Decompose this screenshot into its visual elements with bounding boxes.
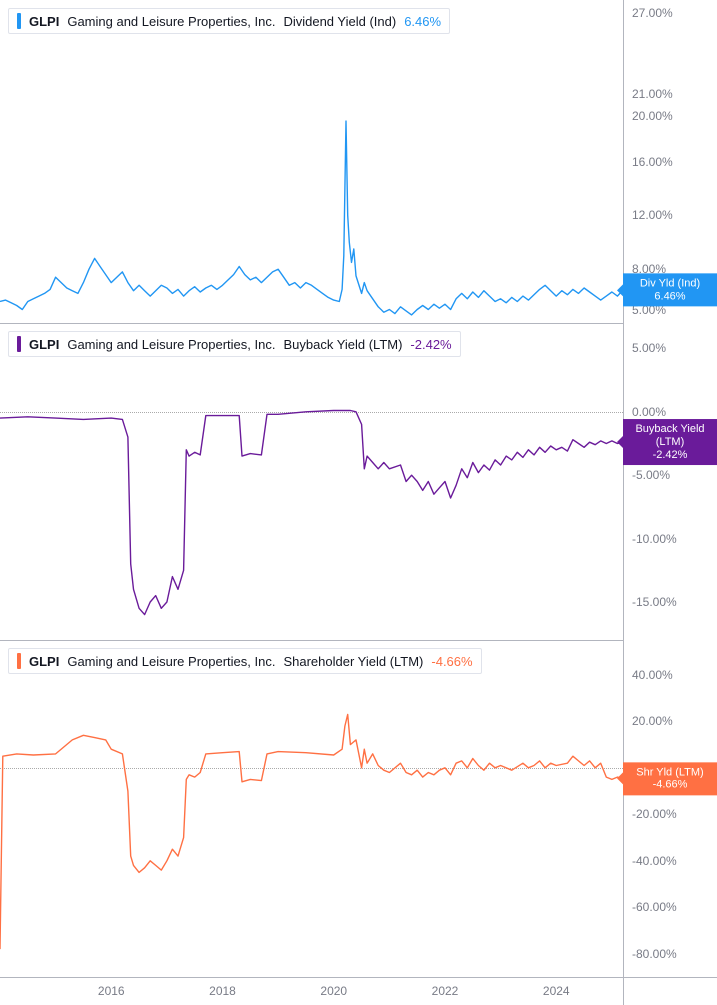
legend-shyield: GLPI Gaming and Leisure Properties, Inc. S… bbox=[8, 648, 482, 674]
legend-value: 6.46% bbox=[404, 14, 441, 29]
y-tick: -10.00% bbox=[632, 532, 677, 546]
y-tick: -5.00% bbox=[632, 468, 670, 482]
flag-label: Shr Yld (LTM) bbox=[625, 766, 715, 779]
legend-value: -4.66% bbox=[431, 654, 472, 669]
legend-ticker: GLPI bbox=[29, 337, 59, 352]
x-tick: 2024 bbox=[543, 984, 570, 998]
series-svg bbox=[0, 0, 623, 323]
plot-area[interactable]: GLPI Gaming and Leisure Properties, Inc. S… bbox=[0, 640, 623, 977]
series-svg bbox=[0, 323, 623, 640]
legend-color-bar bbox=[17, 653, 21, 669]
y-axis[interactable]: -80.00%-60.00%-40.00%-20.00%0.00%20.00%4… bbox=[623, 640, 717, 977]
y-tick: 12.00% bbox=[632, 208, 673, 222]
y-tick: 20.00% bbox=[632, 109, 673, 123]
x-tick: 2016 bbox=[98, 984, 125, 998]
legend-name: Gaming and Leisure Properties, Inc. bbox=[67, 14, 275, 29]
flag-value: -4.66% bbox=[625, 779, 715, 792]
y-tick: 0.00% bbox=[632, 405, 666, 419]
x-tick: 2018 bbox=[209, 984, 236, 998]
plot-area[interactable]: GLPI Gaming and Leisure Properties, Inc. B… bbox=[0, 323, 623, 640]
y-tick: -80.00% bbox=[632, 947, 677, 961]
price-flag-buyback: Buyback Yield (LTM)-2.42% bbox=[623, 419, 717, 465]
legend-name: Gaming and Leisure Properties, Inc. bbox=[67, 337, 275, 352]
y-tick: 40.00% bbox=[632, 668, 673, 682]
y-tick: 16.00% bbox=[632, 155, 673, 169]
legend-div_yield: GLPI Gaming and Leisure Properties, Inc. D… bbox=[8, 8, 450, 34]
x-tick: 2022 bbox=[432, 984, 459, 998]
y-tick: -40.00% bbox=[632, 854, 677, 868]
y-axis[interactable]: 5.00%7.00%8.00%12.00%16.00%21.00%27.00%2… bbox=[623, 0, 717, 323]
price-flag-div_yield: Div Yld (Ind)6.46% bbox=[623, 273, 717, 306]
legend-metric: Buyback Yield (LTM) bbox=[283, 337, 402, 352]
series-svg bbox=[0, 640, 623, 977]
legend-metric: Dividend Yield (Ind) bbox=[283, 14, 396, 29]
y-tick: -60.00% bbox=[632, 900, 677, 914]
y-tick: -20.00% bbox=[632, 807, 677, 821]
flag-value: -2.42% bbox=[625, 449, 715, 462]
chart-panel-div_yield[interactable]: GLPI Gaming and Leisure Properties, Inc. D… bbox=[0, 0, 717, 323]
flag-label: Div Yld (Ind) bbox=[625, 277, 715, 290]
y-tick: 21.00% bbox=[632, 87, 673, 101]
legend-metric: Shareholder Yield (LTM) bbox=[283, 654, 423, 669]
flag-label: Buyback Yield (LTM) bbox=[625, 423, 715, 448]
y-tick: 20.00% bbox=[632, 714, 673, 728]
x-axis[interactable]: 2016 2018 2020 2022 2024 bbox=[0, 977, 623, 1005]
x-tick: 2020 bbox=[320, 984, 347, 998]
flag-value: 6.46% bbox=[625, 290, 715, 303]
y-tick: -15.00% bbox=[632, 595, 677, 609]
price-flag-shyield: Shr Yld (LTM)-4.66% bbox=[623, 762, 717, 795]
panel-divider bbox=[0, 323, 623, 324]
legend-color-bar bbox=[17, 336, 21, 352]
legend-value: -2.42% bbox=[410, 337, 451, 352]
axis-corner bbox=[623, 977, 717, 1005]
legend-ticker: GLPI bbox=[29, 14, 59, 29]
legend-name: Gaming and Leisure Properties, Inc. bbox=[67, 654, 275, 669]
chart-panel-buyback[interactable]: GLPI Gaming and Leisure Properties, Inc. B… bbox=[0, 323, 717, 640]
legend-buyback: GLPI Gaming and Leisure Properties, Inc. B… bbox=[8, 331, 461, 357]
chart-panel-shyield[interactable]: GLPI Gaming and Leisure Properties, Inc. S… bbox=[0, 640, 717, 977]
y-tick: 5.00% bbox=[632, 341, 666, 355]
plot-area[interactable]: GLPI Gaming and Leisure Properties, Inc. D… bbox=[0, 0, 623, 323]
legend-ticker: GLPI bbox=[29, 654, 59, 669]
panel-divider bbox=[0, 640, 623, 641]
y-axis[interactable]: -15.00% -10.00% -5.00% 0.00% 5.00% Buyback Yi… bbox=[623, 323, 717, 640]
y-tick: 27.00% bbox=[632, 6, 673, 20]
legend-color-bar bbox=[17, 13, 21, 29]
